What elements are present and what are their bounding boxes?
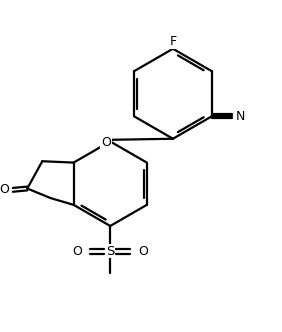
Text: O: O <box>0 183 9 196</box>
Text: O: O <box>72 245 82 258</box>
Text: O: O <box>101 135 111 148</box>
Text: N: N <box>235 110 245 123</box>
Text: F: F <box>169 35 177 47</box>
Text: O: O <box>138 245 148 258</box>
Text: S: S <box>106 245 114 258</box>
